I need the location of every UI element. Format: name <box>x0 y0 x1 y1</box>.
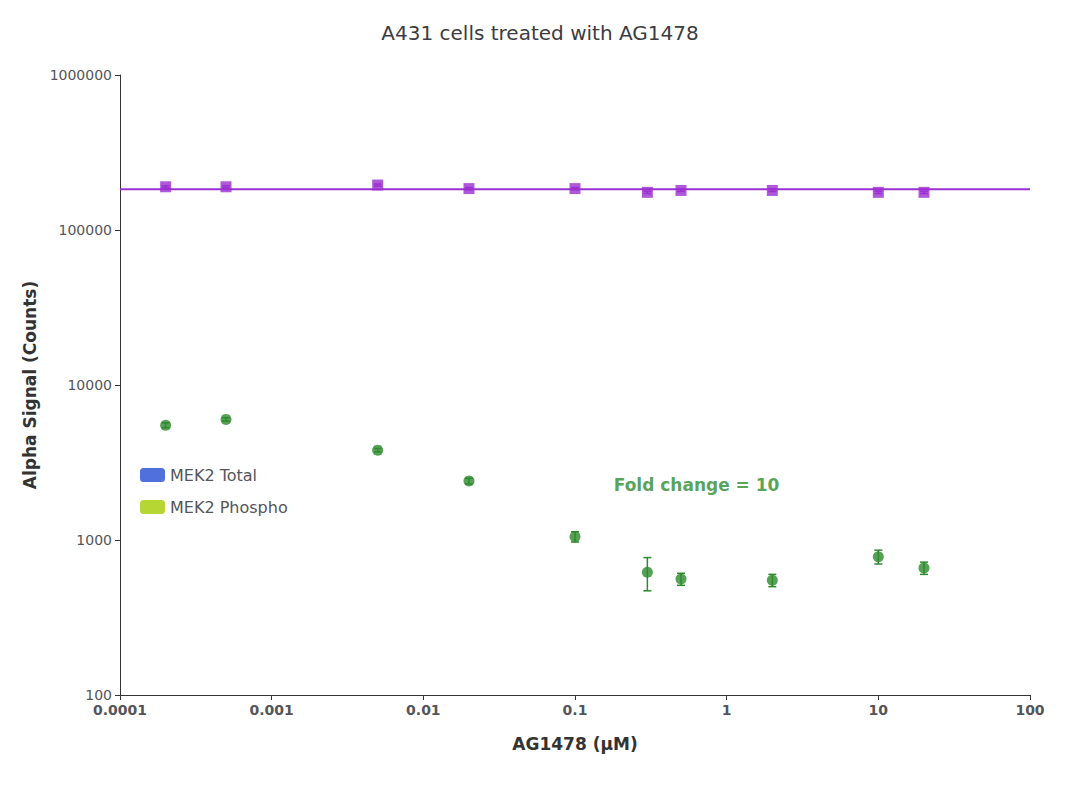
svg-text:100000: 100000 <box>59 222 112 238</box>
svg-text:10000: 10000 <box>67 377 112 393</box>
svg-text:AG1478 (μM): AG1478 (μM) <box>512 734 637 754</box>
svg-text:Alpha Signal (Counts): Alpha Signal (Counts) <box>20 281 40 489</box>
svg-text:100: 100 <box>1015 702 1044 718</box>
svg-text:1000: 1000 <box>76 532 112 548</box>
svg-text:MEK2 Total: MEK2 Total <box>170 466 257 485</box>
svg-text:MEK2 Phospho: MEK2 Phospho <box>170 498 288 517</box>
svg-text:10: 10 <box>869 702 889 718</box>
svg-text:0.001: 0.001 <box>250 702 294 718</box>
svg-text:1: 1 <box>722 702 732 718</box>
svg-text:A431 cells treated with AG1478: A431 cells treated with AG1478 <box>381 21 698 45</box>
svg-text:0.1: 0.1 <box>563 702 588 718</box>
svg-text:0.0001: 0.0001 <box>93 702 147 718</box>
svg-text:1000000: 1000000 <box>50 67 112 83</box>
svg-text:0.01: 0.01 <box>406 702 441 718</box>
svg-text:100: 100 <box>85 687 112 703</box>
svg-text:Fold change = 10: Fold change = 10 <box>614 475 780 495</box>
